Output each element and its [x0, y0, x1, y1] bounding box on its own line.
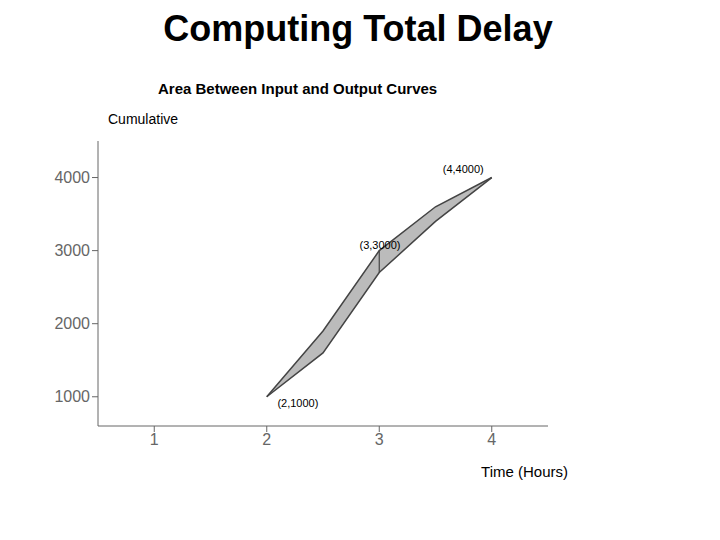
svg-text:(4,4000): (4,4000) [443, 163, 484, 175]
svg-text:1000: 1000 [54, 388, 90, 405]
svg-text:(2,1000): (2,1000) [277, 397, 318, 409]
svg-text:2000: 2000 [54, 315, 90, 332]
html-text:Time (Hours): Time (Hours) [481, 463, 568, 480]
html-text:Cumulative: Cumulative [108, 111, 178, 127]
html-text:Area Between Input and Output: Area Between Input and Output Curves [158, 80, 438, 97]
svg-text:4: 4 [487, 431, 496, 448]
svg-text:4000: 4000 [54, 169, 90, 186]
svg-text:2: 2 [262, 431, 271, 448]
svg-text:1: 1 [150, 431, 159, 448]
svg-text:(3,3000): (3,3000) [360, 239, 401, 251]
html-text:Computing Total Delay: Computing Total Delay [163, 8, 553, 49]
svg-text:3: 3 [375, 431, 384, 448]
svg-text:3000: 3000 [54, 242, 90, 259]
